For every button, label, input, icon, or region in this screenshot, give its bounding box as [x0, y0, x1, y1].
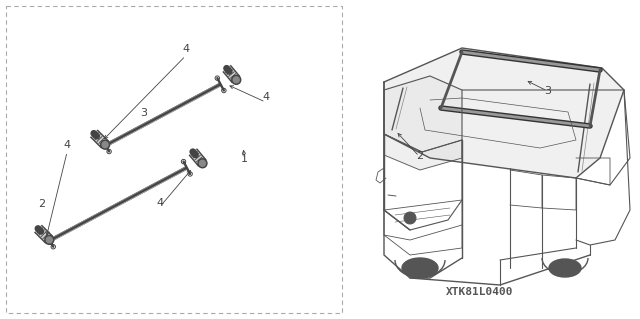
Ellipse shape — [408, 261, 432, 275]
Bar — [6, 6, 342, 313]
Circle shape — [102, 142, 108, 148]
Ellipse shape — [402, 258, 438, 278]
Circle shape — [200, 160, 205, 166]
Text: 4: 4 — [262, 92, 269, 102]
Text: 4: 4 — [182, 44, 189, 55]
Circle shape — [45, 235, 54, 244]
Polygon shape — [384, 134, 462, 170]
Text: 3: 3 — [141, 108, 147, 118]
Polygon shape — [384, 48, 624, 178]
Ellipse shape — [554, 262, 576, 275]
Ellipse shape — [549, 259, 581, 277]
Text: 1: 1 — [241, 154, 248, 165]
Circle shape — [404, 212, 416, 224]
Polygon shape — [384, 76, 462, 152]
Text: 4: 4 — [63, 140, 71, 150]
Circle shape — [233, 77, 239, 83]
Text: 4: 4 — [156, 197, 164, 208]
Text: XTK81L0400: XTK81L0400 — [446, 287, 514, 297]
Circle shape — [198, 159, 207, 168]
Text: 3: 3 — [544, 86, 550, 96]
Circle shape — [100, 140, 109, 149]
Circle shape — [232, 75, 241, 84]
Text: 2: 2 — [38, 199, 45, 209]
Text: 2: 2 — [415, 151, 423, 161]
Circle shape — [46, 237, 52, 243]
